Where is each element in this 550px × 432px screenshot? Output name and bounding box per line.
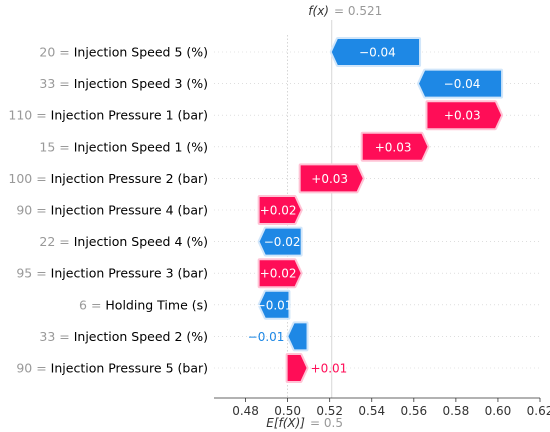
positive-contribution-bar	[427, 102, 502, 129]
contribution-value-label: −0.04	[444, 77, 481, 91]
feature-label: 15 = Injection Speed 1 (%)	[39, 139, 208, 154]
feature-equals: =	[32, 361, 50, 376]
feature-label: 90 = Injection Pressure 4 (bar)	[16, 203, 208, 218]
feature-equals: =	[32, 108, 50, 123]
feature-value: 22	[39, 234, 55, 249]
feature-value: 20	[39, 45, 55, 60]
x-tick-label: 0.54	[358, 404, 385, 418]
feature-equals: =	[55, 45, 73, 60]
feature-equals: =	[55, 76, 73, 91]
contribution-value-label: −0.02	[264, 235, 301, 249]
feature-name: Injection Pressure 1 (bar)	[51, 108, 208, 123]
x-tick-label: 0.58	[443, 404, 470, 418]
x-tick-label: 0.62	[527, 404, 550, 418]
feature-equals: =	[55, 329, 73, 344]
feature-name: Injection Pressure 3 (bar)	[51, 266, 208, 281]
fx-value: = 0.521	[334, 4, 382, 18]
contribution-value-label: +0.03	[375, 140, 412, 154]
negative-contribution-bar	[331, 39, 420, 65]
feature-label: 22 = Injection Speed 4 (%)	[39, 234, 208, 249]
feature-equals: =	[55, 139, 73, 154]
feature-name: Injection Speed 5 (%)	[74, 45, 208, 60]
negative-contribution-bar	[419, 70, 502, 97]
base-value-label: E[f(X)]	[266, 416, 305, 430]
contribution-value-label: +0.03	[444, 109, 481, 123]
feature-equals: =	[32, 203, 50, 218]
feature-label: 6 = Holding Time (s)	[79, 297, 208, 312]
feature-label: 33 = Injection Speed 2 (%)	[39, 329, 208, 344]
contribution-value-label: +0.02	[260, 204, 297, 218]
positive-contribution-bar	[300, 165, 363, 192]
feature-name: Injection Pressure 2 (bar)	[51, 171, 208, 186]
base-value-annotation: E[f(X)] = 0.5	[266, 416, 343, 430]
feature-value: 15	[39, 139, 55, 154]
negative-contribution-bar	[259, 291, 289, 318]
feature-label: 20 = Injection Speed 5 (%)	[39, 45, 208, 60]
feature-name: Injection Speed 1 (%)	[74, 139, 208, 154]
feature-label: 100 = Injection Pressure 2 (bar)	[8, 171, 208, 186]
x-tick-label: 0.56	[400, 404, 427, 418]
x-axis: 0.48 0.50 0.52 0.54 0.56 0.58 0.60 0.62	[214, 397, 550, 418]
x-tick-label: 0.52	[316, 404, 343, 418]
feature-value: 95	[16, 266, 32, 281]
positive-contribution-bar	[287, 355, 307, 381]
negative-contribution-bar	[288, 323, 307, 350]
feature-value: 33	[39, 329, 55, 344]
feature-name: Holding Time (s)	[105, 297, 208, 312]
feature-name: Injection Pressure 5 (bar)	[51, 361, 208, 376]
feature-value: 90	[16, 203, 32, 218]
feature-name: Injection Speed 2 (%)	[74, 329, 208, 344]
feature-name: Injection Speed 4 (%)	[74, 234, 208, 249]
contribution-value-label: −0.04	[359, 46, 396, 60]
feature-equals: =	[32, 266, 50, 281]
x-tick-label: 0.60	[485, 404, 512, 418]
x-tick-label: 0.48	[232, 404, 259, 418]
contribution-value-label: −0.01	[248, 330, 285, 344]
feature-label: 33 = Injection Speed 3 (%)	[39, 76, 208, 91]
bars-layer: −0.04 −0.04 +0.03 +0.03 +0.03 +0.02 −0.02 +0.02…	[248, 37, 504, 383]
feature-equals: =	[32, 171, 50, 186]
base-value-value: = 0.5	[310, 416, 343, 430]
feature-value: 90	[16, 361, 32, 376]
fx-label: f(x)	[308, 4, 329, 18]
contribution-value-label: +0.01	[311, 362, 348, 376]
feature-value: 100	[8, 171, 32, 186]
feature-value: 110	[8, 108, 32, 123]
feature-label: 90 = Injection Pressure 5 (bar)	[16, 361, 208, 376]
contribution-value-label: +0.02	[260, 267, 297, 281]
labels-layer: 20 = Injection Speed 5 (%) 33 = Injection…	[8, 45, 208, 376]
feature-name: Injection Pressure 4 (bar)	[51, 203, 208, 218]
feature-label: 95 = Injection Pressure 3 (bar)	[16, 266, 208, 281]
x-tick-label: 0.50	[274, 404, 301, 418]
fx-annotation: f(x) = 0.521	[308, 4, 382, 18]
positive-contribution-bar	[259, 197, 301, 223]
positive-contribution-bar	[362, 133, 428, 160]
feature-value: 33	[39, 76, 55, 91]
feature-label: 110 = Injection Pressure 1 (bar)	[8, 108, 208, 123]
feature-value: 6	[79, 297, 87, 312]
contribution-value-label: −0.01	[256, 298, 293, 312]
positive-contribution-bar	[259, 260, 301, 287]
feature-name: Injection Speed 3 (%)	[74, 76, 208, 91]
negative-contribution-bar	[259, 228, 301, 255]
feature-equals: =	[87, 297, 105, 312]
contribution-value-label: +0.03	[311, 172, 348, 186]
feature-equals: =	[55, 234, 73, 249]
